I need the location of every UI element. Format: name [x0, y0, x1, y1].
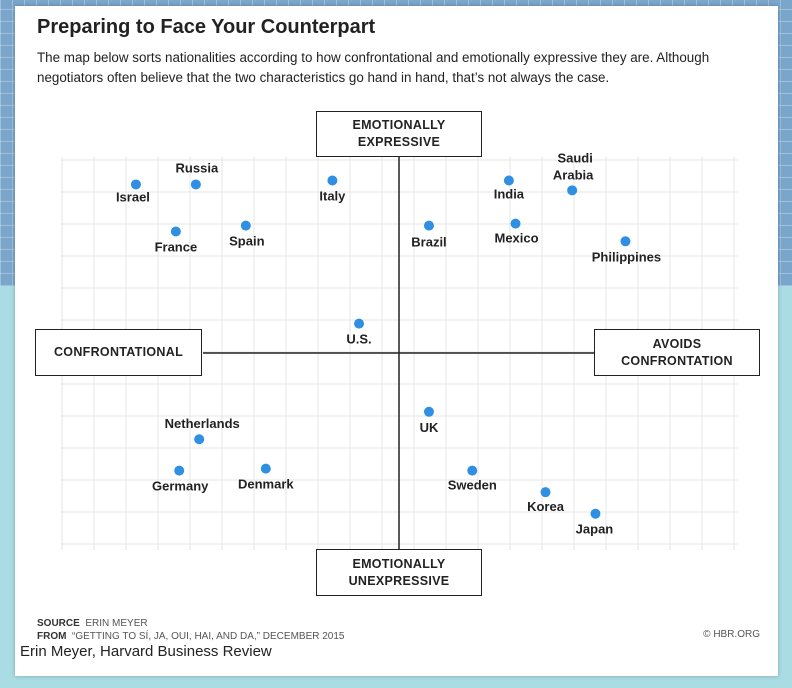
point-label: France	[155, 239, 198, 254]
label-confrontational: CONFRONTATIONAL	[35, 329, 202, 376]
point-label: Netherlands	[165, 416, 240, 431]
point-label: Denmark	[238, 477, 294, 492]
hbr-credit: © HBR.ORG	[703, 629, 760, 640]
point-label: Italy	[319, 189, 346, 204]
point-label: Korea	[527, 499, 565, 514]
label-emotionally-expressive: EMOTIONALLY EXPRESSIVE	[316, 111, 482, 157]
point-label: Spain	[229, 234, 264, 249]
label-avoids-confrontation: AVOIDS CONFRONTATION	[594, 329, 760, 376]
point-label: Japan	[576, 522, 614, 537]
data-point	[567, 185, 578, 196]
point-label: U.S.	[346, 332, 371, 347]
data-point	[503, 175, 514, 186]
point-label: Germany	[152, 479, 209, 494]
source-label: SOURCE	[37, 618, 80, 629]
data-point	[423, 406, 434, 417]
data-point	[174, 465, 185, 476]
data-point	[260, 463, 271, 474]
data-point	[510, 218, 521, 229]
data-point	[190, 179, 201, 190]
chart-title: Preparing to Face Your Counterpart	[37, 16, 376, 38]
data-point	[540, 487, 551, 498]
point-label: Mexico	[495, 231, 539, 246]
source-note: SOURCE ERIN MEYER FROM “GETTING TO SÍ, J…	[37, 617, 344, 643]
label-emotionally-unexpressive: EMOTIONALLY UNEXPRESSIVE	[316, 549, 482, 596]
point-label: Israel	[116, 189, 150, 204]
data-point	[170, 226, 181, 237]
from-label: FROM	[37, 631, 67, 642]
point-label: India	[494, 187, 525, 202]
data-point	[354, 318, 365, 329]
data-point	[423, 220, 434, 231]
point-label: Sweden	[448, 478, 497, 493]
source-value: ERIN MEYER	[85, 618, 148, 629]
point-label: Philippines	[592, 249, 661, 264]
data-point	[467, 465, 478, 476]
point-label: Russia	[176, 160, 219, 175]
from-value: “GETTING TO SÍ, JA, OUI, HAI, AND DA,” D…	[72, 631, 345, 642]
point-label: Saudi Arabia	[553, 150, 594, 182]
point-label: UK	[420, 420, 439, 435]
chart-card: Preparing to Face Your Counterpart The m…	[15, 6, 778, 676]
data-point	[130, 179, 141, 190]
data-point	[590, 508, 601, 519]
data-point	[194, 434, 205, 445]
chart-subtitle: The map below sorts nationalities accord…	[37, 50, 710, 85]
data-point	[620, 236, 631, 247]
image-caption: Erin Meyer, Harvard Business Review	[20, 643, 272, 660]
data-point	[240, 220, 251, 231]
point-label: Brazil	[411, 235, 446, 250]
data-point	[327, 175, 338, 186]
